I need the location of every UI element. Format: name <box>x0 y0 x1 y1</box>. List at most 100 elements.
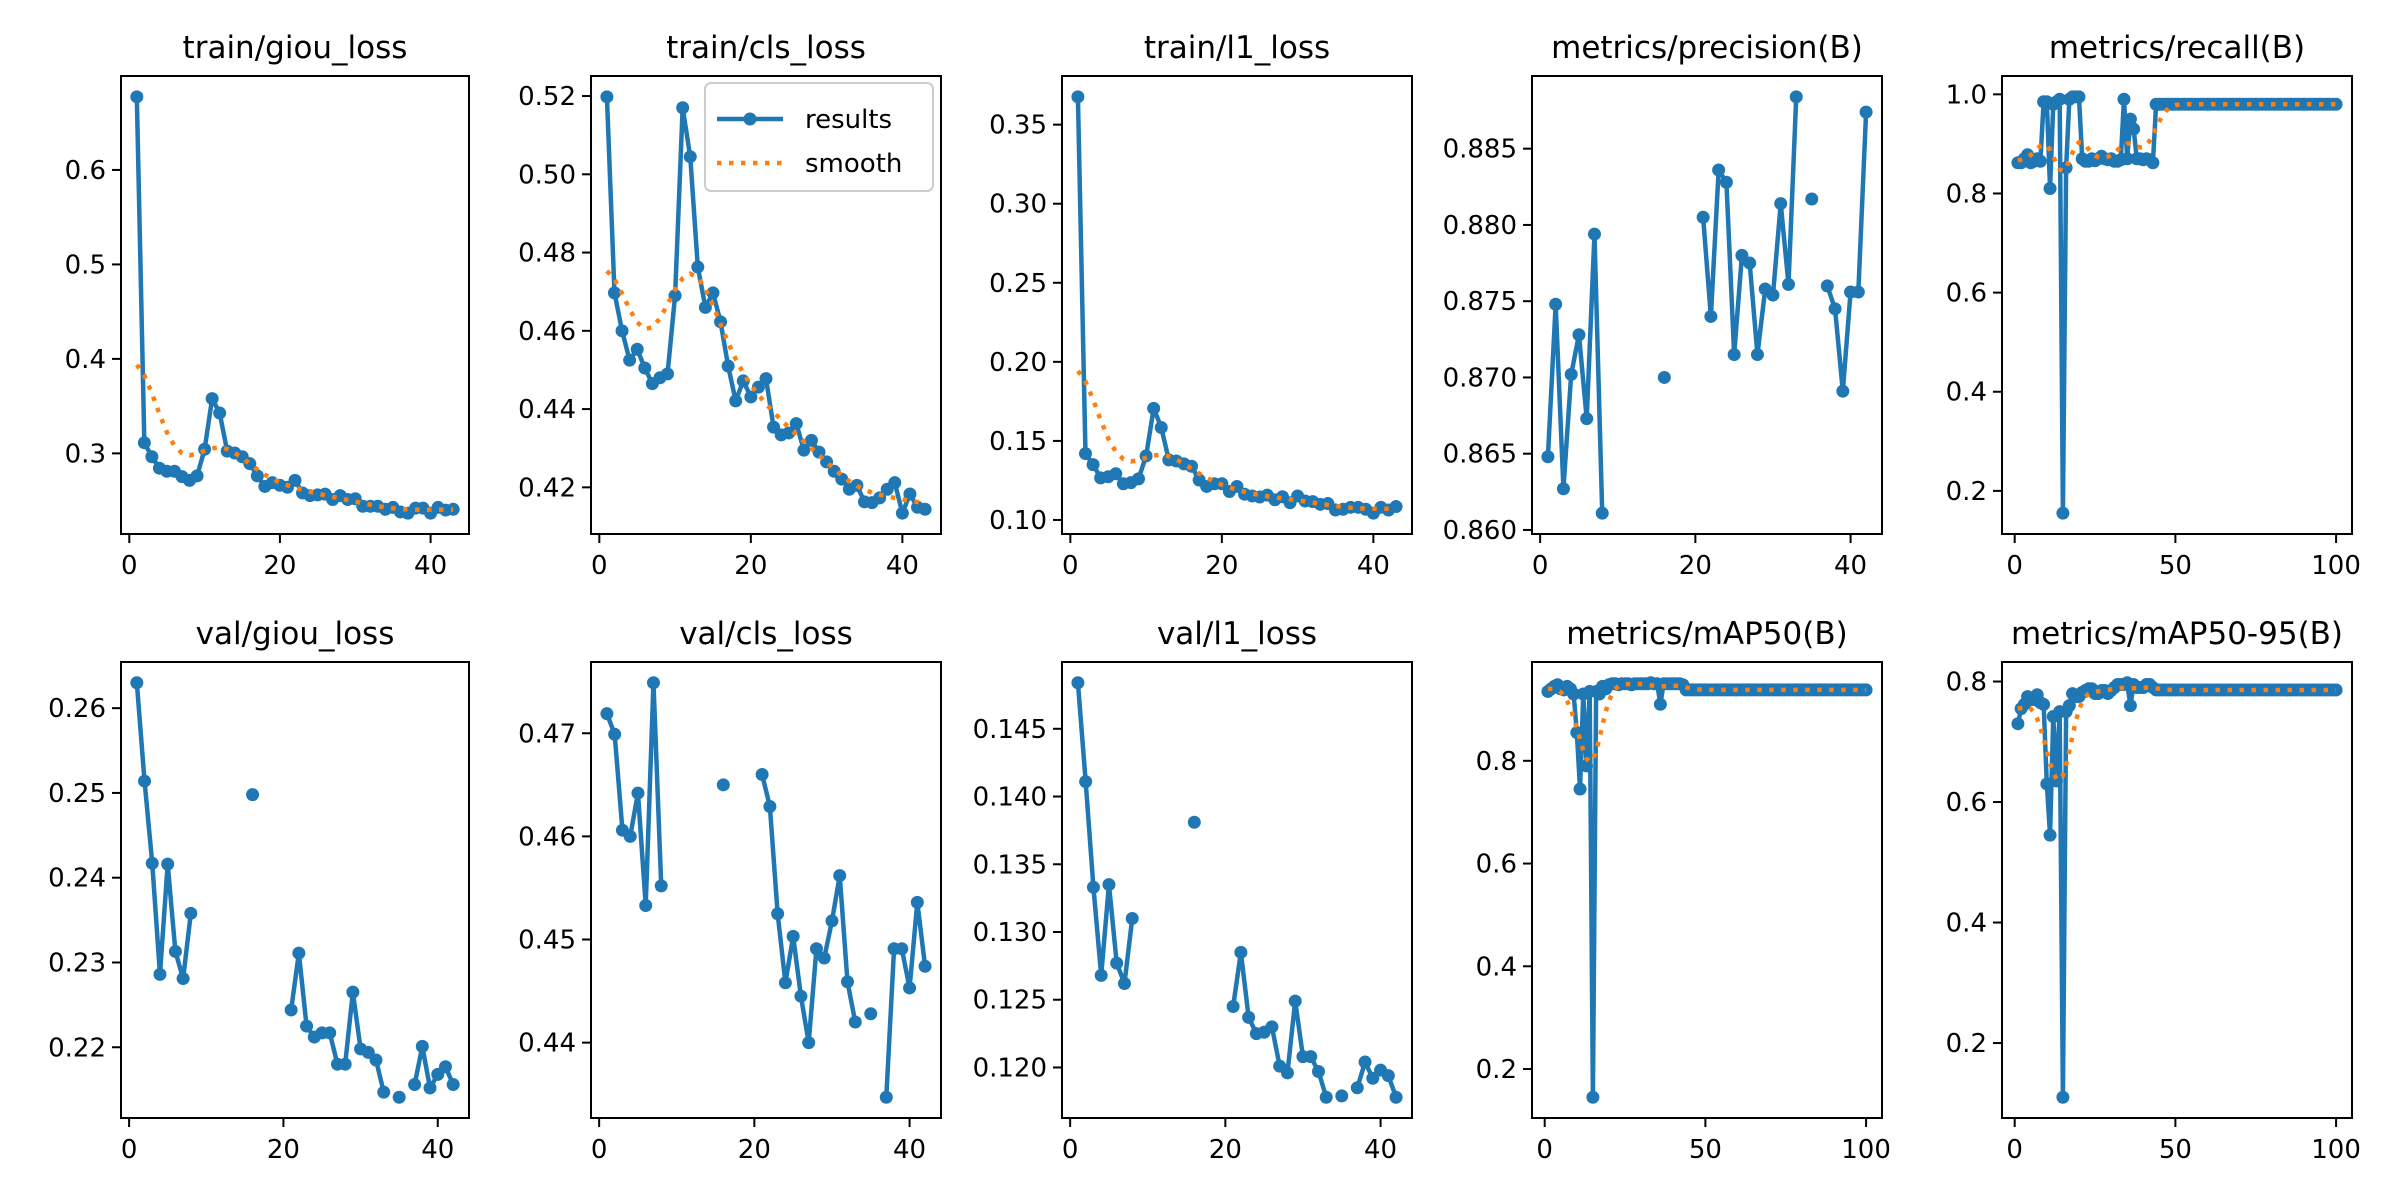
results-point <box>691 260 705 274</box>
results-point <box>1335 1089 1349 1103</box>
subplot-metrics-recall-b-: metrics/recall(B) 0 50 100 0.2 0.4 0.6 0.8 1.0 <box>1946 30 2361 581</box>
results-point <box>1079 775 1093 789</box>
results-point <box>338 1057 352 1071</box>
results-point <box>2329 97 2343 111</box>
results-point <box>1125 911 1139 925</box>
results-point <box>804 433 818 447</box>
y-tick-label: 0.6 <box>1946 788 1987 818</box>
results-point <box>446 1078 460 1092</box>
y-tick-label: 0.3 <box>65 439 106 469</box>
results-point <box>623 829 637 843</box>
x-tick-label: 40 <box>886 551 919 581</box>
results-point <box>2053 92 2067 106</box>
results-point <box>1567 687 1581 701</box>
results-point <box>1280 1066 1294 1080</box>
y-tick-label: 0.885 <box>1443 135 1517 165</box>
plot-area <box>600 676 932 1104</box>
results-point <box>2072 90 2086 104</box>
results-point <box>895 506 909 520</box>
results-point <box>2146 156 2160 170</box>
plot-area <box>130 90 460 520</box>
y-tick-label: 0.25 <box>48 779 106 809</box>
legend: results smooth <box>704 82 934 192</box>
results-point <box>676 101 690 115</box>
y-tick-label: 0.23 <box>48 948 106 978</box>
results-point <box>1117 976 1131 990</box>
y-tick-label: 0.20 <box>989 348 1047 378</box>
results-point <box>797 443 811 457</box>
x-tick-label: 0 <box>1536 1135 1553 1165</box>
y-tick-label: 0.870 <box>1443 363 1517 393</box>
results-point <box>1781 277 1795 291</box>
y-tick-label: 0.8 <box>1476 747 1517 777</box>
results-point <box>1750 348 1764 362</box>
x-tick-label: 40 <box>1357 551 1390 581</box>
results-point <box>145 856 159 870</box>
axes-frame <box>1531 661 1883 1119</box>
y-tick-label: 0.860 <box>1443 516 1517 546</box>
x-tick-label: 100 <box>2311 551 2361 581</box>
x-tick-label: 0 <box>1062 551 1079 581</box>
legend-label-smooth: smooth <box>805 149 902 179</box>
results-point <box>1719 175 1733 189</box>
plot-area <box>1071 90 1403 520</box>
results-point <box>145 450 159 464</box>
results-point <box>1541 450 1555 464</box>
results-point <box>1766 288 1780 302</box>
results-point <box>1579 759 1593 773</box>
results-line <box>1545 231 1605 514</box>
subplot-title: train/giou_loss <box>183 30 408 66</box>
results-point <box>1743 256 1757 270</box>
y-tick-label: 0.50 <box>518 160 576 190</box>
x-tick-label: 50 <box>2159 1135 2192 1165</box>
y-tick-label: 0.30 <box>989 190 1047 220</box>
y-tick-label: 0.45 <box>518 925 576 955</box>
y-tick-label: 1.0 <box>1946 80 1987 110</box>
y-tick-label: 0.46 <box>518 822 576 852</box>
y-tick-label: 0.8 <box>1946 179 1987 209</box>
results-point <box>213 406 227 420</box>
results-point <box>288 473 302 487</box>
results-point <box>1820 279 1834 293</box>
results-point <box>168 944 182 958</box>
results-point <box>608 727 622 741</box>
results-point <box>789 417 803 431</box>
y-tick-label: 0.4 <box>1476 952 1517 982</box>
results-point <box>864 1007 878 1021</box>
results-point <box>623 353 637 367</box>
results-point <box>1147 401 1161 415</box>
results-point <box>729 394 743 408</box>
y-tick-label: 0.35 <box>989 111 1047 141</box>
results-point <box>1094 968 1108 982</box>
results-point <box>825 914 839 928</box>
results-point <box>1226 1000 1240 1014</box>
results-point <box>2123 112 2137 126</box>
x-tick-label: 40 <box>421 1135 454 1165</box>
results-point <box>706 286 720 300</box>
results-point <box>1234 945 1248 959</box>
results-point <box>1704 309 1718 323</box>
results-point <box>903 981 917 995</box>
y-tick-label: 0.44 <box>518 395 576 425</box>
results-point <box>714 315 728 329</box>
results-point <box>1389 1090 1403 1104</box>
results-point <box>1851 285 1865 299</box>
x-tick-label: 20 <box>267 1135 300 1165</box>
y-tick-label: 0.145 <box>973 715 1047 745</box>
results-point <box>392 1090 406 1104</box>
x-tick-label: 40 <box>414 551 447 581</box>
results-point <box>903 487 917 501</box>
results-point <box>323 1026 337 1040</box>
results-point <box>817 951 831 965</box>
results-point <box>2033 154 2047 168</box>
x-tick-label: 100 <box>1841 1135 1891 1165</box>
results-point <box>184 906 198 920</box>
y-tick-label: 0.865 <box>1443 440 1517 470</box>
results-point <box>1586 1090 1600 1104</box>
x-tick-label: 0 <box>591 551 608 581</box>
results-point <box>1304 1050 1318 1064</box>
results-point <box>2062 699 2076 713</box>
results-point <box>1828 302 1842 316</box>
results-point <box>1154 420 1168 434</box>
